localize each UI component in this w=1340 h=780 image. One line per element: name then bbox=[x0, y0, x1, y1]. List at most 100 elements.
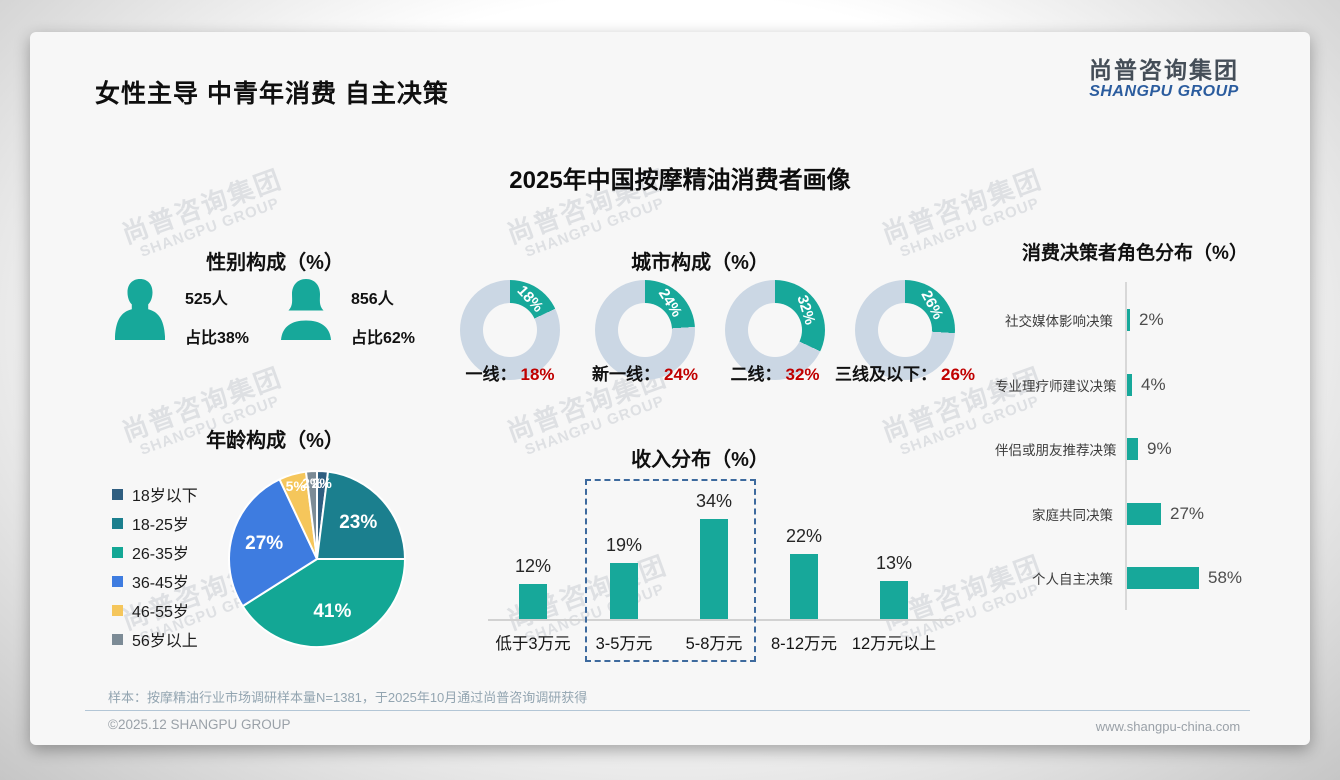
female-icon bbox=[281, 279, 331, 340]
income-category-label: 8-12万元 bbox=[770, 635, 838, 653]
logo-chinese-name: 尚普咨询集团 bbox=[1089, 57, 1239, 83]
age-pie-label: 2% bbox=[311, 475, 332, 492]
income-value-label: 13% bbox=[875, 553, 913, 573]
age-pie-svg bbox=[228, 469, 406, 648]
logo-english-name: SHANGPU GROUP bbox=[1089, 83, 1239, 100]
legend-label: 36-45岁 bbox=[132, 575, 189, 592]
legend-swatch bbox=[112, 517, 123, 529]
city-donut-1: 18% bbox=[460, 280, 560, 380]
donut-caption-name: 二线： bbox=[730, 365, 782, 384]
decision-bar-row: 个人自主决策 58% bbox=[995, 546, 1295, 611]
age-pie-slice bbox=[316, 470, 406, 560]
decision-category-label: 伴侣或朋友推荐决策 bbox=[995, 443, 1117, 459]
decision-value-label: 4% bbox=[1141, 374, 1166, 394]
age-pie-slice bbox=[304, 469, 318, 560]
income-bar bbox=[880, 581, 908, 619]
female-share: 占比62% bbox=[351, 330, 416, 347]
decision-category-label: 专业理疗师建议决策 bbox=[995, 378, 1117, 394]
decision-bar-chart: 社交媒体影响决策 2% 专业理疗师建议决策 4% 伴侣或朋友推荐决策 9% 家庭共同决策 27… bbox=[995, 288, 1295, 611]
decision-bar bbox=[1127, 567, 1199, 590]
donut-caption-value: 26% bbox=[940, 365, 976, 384]
legend-label: 18-25岁 bbox=[132, 517, 189, 534]
slide-title: 女性主导 中青年消费 自主决策 bbox=[95, 80, 449, 108]
decision-bar bbox=[1127, 502, 1161, 525]
age-pie-slice bbox=[228, 478, 318, 608]
male-count: 525人 bbox=[185, 291, 228, 308]
female-count: 856人 bbox=[351, 291, 394, 308]
decision-axis-line bbox=[1125, 282, 1127, 610]
donut-caption-name: 新一线： bbox=[591, 365, 660, 384]
legend-swatch bbox=[112, 575, 123, 587]
age-pie-label: 27% bbox=[245, 532, 284, 554]
income-bar-chart: 12% 低于3万元 19% 3-5万元 34% 5-8万元 22% 8-12万元 13% 12万元… bbox=[488, 470, 953, 675]
age-pie-chart: 2% 23% 41% 27% 5% 2% bbox=[226, 468, 408, 650]
age-legend-item: 46-55岁 bbox=[112, 599, 198, 621]
age-pie-label: 41% bbox=[313, 600, 352, 622]
income-value-label: 12% bbox=[514, 556, 552, 576]
male-stats: 525人 占比38% bbox=[185, 278, 249, 348]
donut-caption-value: 18% bbox=[520, 365, 555, 384]
legend-swatch bbox=[112, 546, 123, 558]
slide-card bbox=[30, 32, 1310, 745]
decision-value-label: 9% bbox=[1147, 439, 1172, 459]
age-section-title: 年龄构成（%） bbox=[206, 430, 344, 452]
income-section-title: 收入分布（%） bbox=[631, 449, 769, 471]
decision-value-label: 27% bbox=[1170, 503, 1205, 523]
gender-female-group: 856人 占比62% bbox=[276, 278, 415, 348]
age-legend: 18岁以下 18-25岁 26-35岁 36-45岁 46-55岁 56岁以上 bbox=[112, 483, 198, 657]
age-pie-label: 5% bbox=[285, 478, 306, 495]
income-category-label: 低于3万元 bbox=[495, 635, 571, 653]
footer-copyright: ©2025.12 SHANGPU GROUP bbox=[108, 717, 291, 732]
legend-label: 26-35岁 bbox=[132, 546, 189, 563]
decision-category-label: 个人自主决策 bbox=[1032, 572, 1113, 588]
income-value-label: 19% bbox=[605, 535, 643, 555]
age-pie-label: 2% bbox=[302, 475, 323, 492]
decision-bar-row: 伴侣或朋友推荐决策 9% bbox=[995, 417, 1295, 482]
decision-bar bbox=[1127, 309, 1130, 332]
city-donut-2: 24% bbox=[595, 280, 695, 380]
income-category-label: 3-5万元 bbox=[595, 635, 653, 653]
male-share: 占比38% bbox=[185, 330, 250, 347]
legend-label: 56岁以上 bbox=[132, 633, 198, 650]
donut-hole bbox=[483, 303, 537, 357]
city-section-title: 城市构成（%） bbox=[631, 252, 769, 274]
income-category-label: 5-8万元 bbox=[685, 635, 743, 653]
donut-caption-name: 一线： bbox=[465, 365, 517, 384]
donut-caption-value: 32% bbox=[785, 365, 820, 384]
city-donut-4: 26% bbox=[855, 280, 955, 380]
sample-note: 样本：按摩精油行业市场调研样本量N=1381，于2025年10月通过尚普咨询调研… bbox=[108, 690, 588, 705]
income-bar bbox=[700, 519, 728, 619]
female-stats: 856人 占比62% bbox=[351, 278, 415, 348]
donut-hole bbox=[618, 303, 672, 357]
gender-section-title: 性别构成（%） bbox=[206, 252, 344, 274]
donut-caption-value: 24% bbox=[663, 365, 699, 384]
income-value-label: 22% bbox=[785, 526, 823, 546]
legend-swatch bbox=[112, 604, 123, 616]
decision-bar bbox=[1127, 373, 1132, 396]
donut-hole bbox=[748, 303, 802, 357]
age-legend-item: 26-35岁 bbox=[112, 541, 198, 563]
decision-bar-row: 专业理疗师建议决策 4% bbox=[995, 353, 1295, 418]
age-legend-item: 18-25岁 bbox=[112, 512, 198, 534]
donut-hole bbox=[878, 303, 932, 357]
donut-caption-name: 三线及以下： bbox=[834, 365, 937, 384]
age-pie-label: 23% bbox=[339, 511, 378, 533]
legend-swatch bbox=[112, 488, 123, 500]
income-bar bbox=[610, 563, 638, 619]
highlight-dashed-box bbox=[585, 479, 756, 662]
age-legend-item: 18岁以下 bbox=[112, 483, 198, 505]
donut-caption: 一线： 18% bbox=[422, 360, 598, 385]
legend-label: 46-55岁 bbox=[132, 604, 189, 621]
income-bar bbox=[790, 554, 818, 619]
age-legend-item: 56岁以上 bbox=[112, 628, 198, 650]
income-value-label: 34% bbox=[695, 491, 733, 511]
decision-bar-row: 家庭共同决策 27% bbox=[995, 482, 1295, 547]
income-baseline bbox=[488, 619, 953, 621]
decision-bar bbox=[1127, 438, 1138, 461]
gender-male-group: 525人 占比38% bbox=[110, 278, 249, 348]
decision-value-label: 2% bbox=[1139, 310, 1164, 330]
city-donut-3: 32% bbox=[725, 280, 825, 380]
decision-section-title: 消费决策者角色分布（%） bbox=[1022, 243, 1248, 264]
legend-label: 18岁以下 bbox=[132, 488, 198, 505]
chart-main-title: 2025年中国按摩精油消费者画像 bbox=[509, 167, 851, 194]
